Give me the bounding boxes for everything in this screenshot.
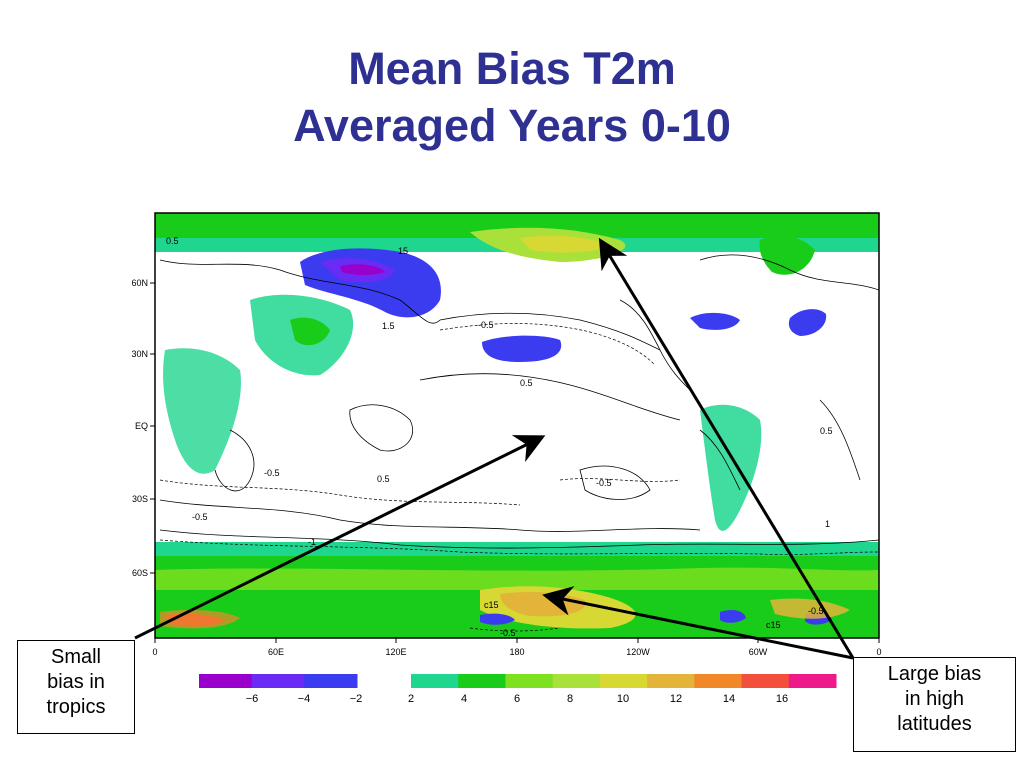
arrow-tropics xyxy=(134,435,546,640)
y-tick-label: 60S xyxy=(132,568,148,578)
y-tick-label: 60N xyxy=(131,278,148,288)
title-line-1: Mean Bias T2m xyxy=(348,43,676,94)
callout-line: in high xyxy=(905,688,964,710)
colorbar-label: 2 xyxy=(408,693,414,705)
colorbar-swatch xyxy=(304,674,358,688)
x-tick-label: 0 xyxy=(876,647,881,657)
callout-line: bias in xyxy=(47,671,105,693)
x-tick-label: 120E xyxy=(385,647,406,657)
colorbar-label: −2 xyxy=(350,693,363,705)
contour-label: -0.5 xyxy=(192,512,208,522)
callout-small-bias-tropics: Small bias in tropics xyxy=(17,640,135,734)
callout-large-bias-high-latitudes: Large bias in high latitudes xyxy=(853,657,1016,752)
colorbar-label: 12 xyxy=(670,693,682,705)
colorbar-label: 4 xyxy=(461,693,467,705)
pacific-blue-patch xyxy=(482,335,562,362)
colorbar-swatch xyxy=(599,674,648,688)
y-tick-label: 30N xyxy=(131,349,148,359)
contour-label: 1.5 xyxy=(382,321,395,331)
contour-label: 0.5 xyxy=(820,426,833,436)
colorbar-label: 14 xyxy=(723,693,735,705)
contour-label: -0.5 xyxy=(264,468,280,478)
callout-line: Small xyxy=(50,646,101,668)
callout-line: Large bias xyxy=(887,663,982,685)
colorbar-label: −6 xyxy=(246,693,259,705)
y-tick-label: 30S xyxy=(132,494,148,504)
contour-label: -0.5 xyxy=(808,606,824,616)
contour-label: 1 xyxy=(825,519,830,529)
colorbar-label: 6 xyxy=(514,693,520,705)
southern-band-teal xyxy=(155,542,879,556)
greenland-green xyxy=(759,235,815,275)
y-tick-labels: 60N 30N EQ 30S 60S xyxy=(131,278,148,578)
colorbar-negative xyxy=(199,674,358,688)
arrow-antarctic xyxy=(542,586,854,660)
contour-label: -0.5 xyxy=(500,628,516,638)
callout-line: tropics xyxy=(46,696,106,718)
slide-title: Mean Bias T2m Averaged Years 0-10 xyxy=(0,40,1024,154)
x-tick-label: 60E xyxy=(268,647,284,657)
x-tick-label: 0 xyxy=(152,647,157,657)
southern-band-lightgreen xyxy=(155,567,879,590)
antarctica-blue-1 xyxy=(480,613,515,625)
arctic-yellow-core xyxy=(520,235,610,253)
colorbar-label: −4 xyxy=(298,693,311,705)
colorbar-swatch xyxy=(788,674,837,688)
x-tick-label: 120W xyxy=(626,647,650,657)
colorbar-swatch xyxy=(505,674,554,688)
colorbar-swatch xyxy=(199,674,253,688)
contour-lines-dashed xyxy=(159,323,879,632)
antarctica-blue-2 xyxy=(720,610,746,623)
y-axis xyxy=(150,282,155,574)
antarctica-yellow-right xyxy=(770,598,850,619)
canada-blue-patch xyxy=(690,312,740,330)
x-tick-label: 180 xyxy=(509,647,524,657)
south-america-teal xyxy=(700,404,762,531)
colorbar-swatch xyxy=(411,674,459,688)
contour-label: c15 xyxy=(766,620,781,630)
colorbar-swatch xyxy=(458,674,506,688)
contour-label: 0.5 xyxy=(166,236,179,246)
y-tick-label: EQ xyxy=(135,421,148,431)
colorbar-swatch xyxy=(552,674,601,688)
colorbar-label: 8 xyxy=(567,693,573,705)
contour-label: -0.5 xyxy=(596,478,612,488)
x-tick-label: 60W xyxy=(749,647,768,657)
asia-green xyxy=(290,317,330,346)
arrow-arctic xyxy=(598,237,855,659)
colorbar-positive xyxy=(411,674,837,688)
callout-line: latitudes xyxy=(897,713,972,735)
colorbar-swatch xyxy=(251,674,305,688)
colorbar-swatch xyxy=(647,674,695,688)
contour-label: 15 xyxy=(398,246,408,256)
contour-lines xyxy=(159,254,879,549)
colorbar-swatch xyxy=(694,674,743,688)
contour-label: -1 xyxy=(308,537,316,547)
title-line-2: Averaged Years 0-10 xyxy=(293,100,731,151)
siberia-purple-2 xyxy=(340,264,385,275)
contour-label: -0.5 xyxy=(478,320,494,330)
annotation-arrows xyxy=(134,237,855,660)
contour-label: 0.5 xyxy=(520,378,533,388)
colorbar-swatch xyxy=(741,674,790,688)
colorbar-label: 16 xyxy=(776,693,788,705)
atlantic-blue-patch xyxy=(788,309,827,336)
contour-label: c15 xyxy=(484,600,499,610)
contour-label: 0.5 xyxy=(377,474,390,484)
colorbar-label: 10 xyxy=(617,693,629,705)
contour-label-group: 0.5 -0.5 0.5 -0.5 -1 1 0.5 -0.5 1.5 15 c… xyxy=(166,236,833,638)
bias-field: 0.5 -0.5 0.5 -0.5 -1 1 0.5 -0.5 1.5 15 c… xyxy=(155,213,879,638)
africa-teal xyxy=(163,348,241,474)
x-tick-labels: 0 60E 120E 180 120W 60W 0 xyxy=(152,647,881,657)
colorbar: −6 −4 −2 2 4 6 8 10 12 14 16 xyxy=(199,674,837,705)
